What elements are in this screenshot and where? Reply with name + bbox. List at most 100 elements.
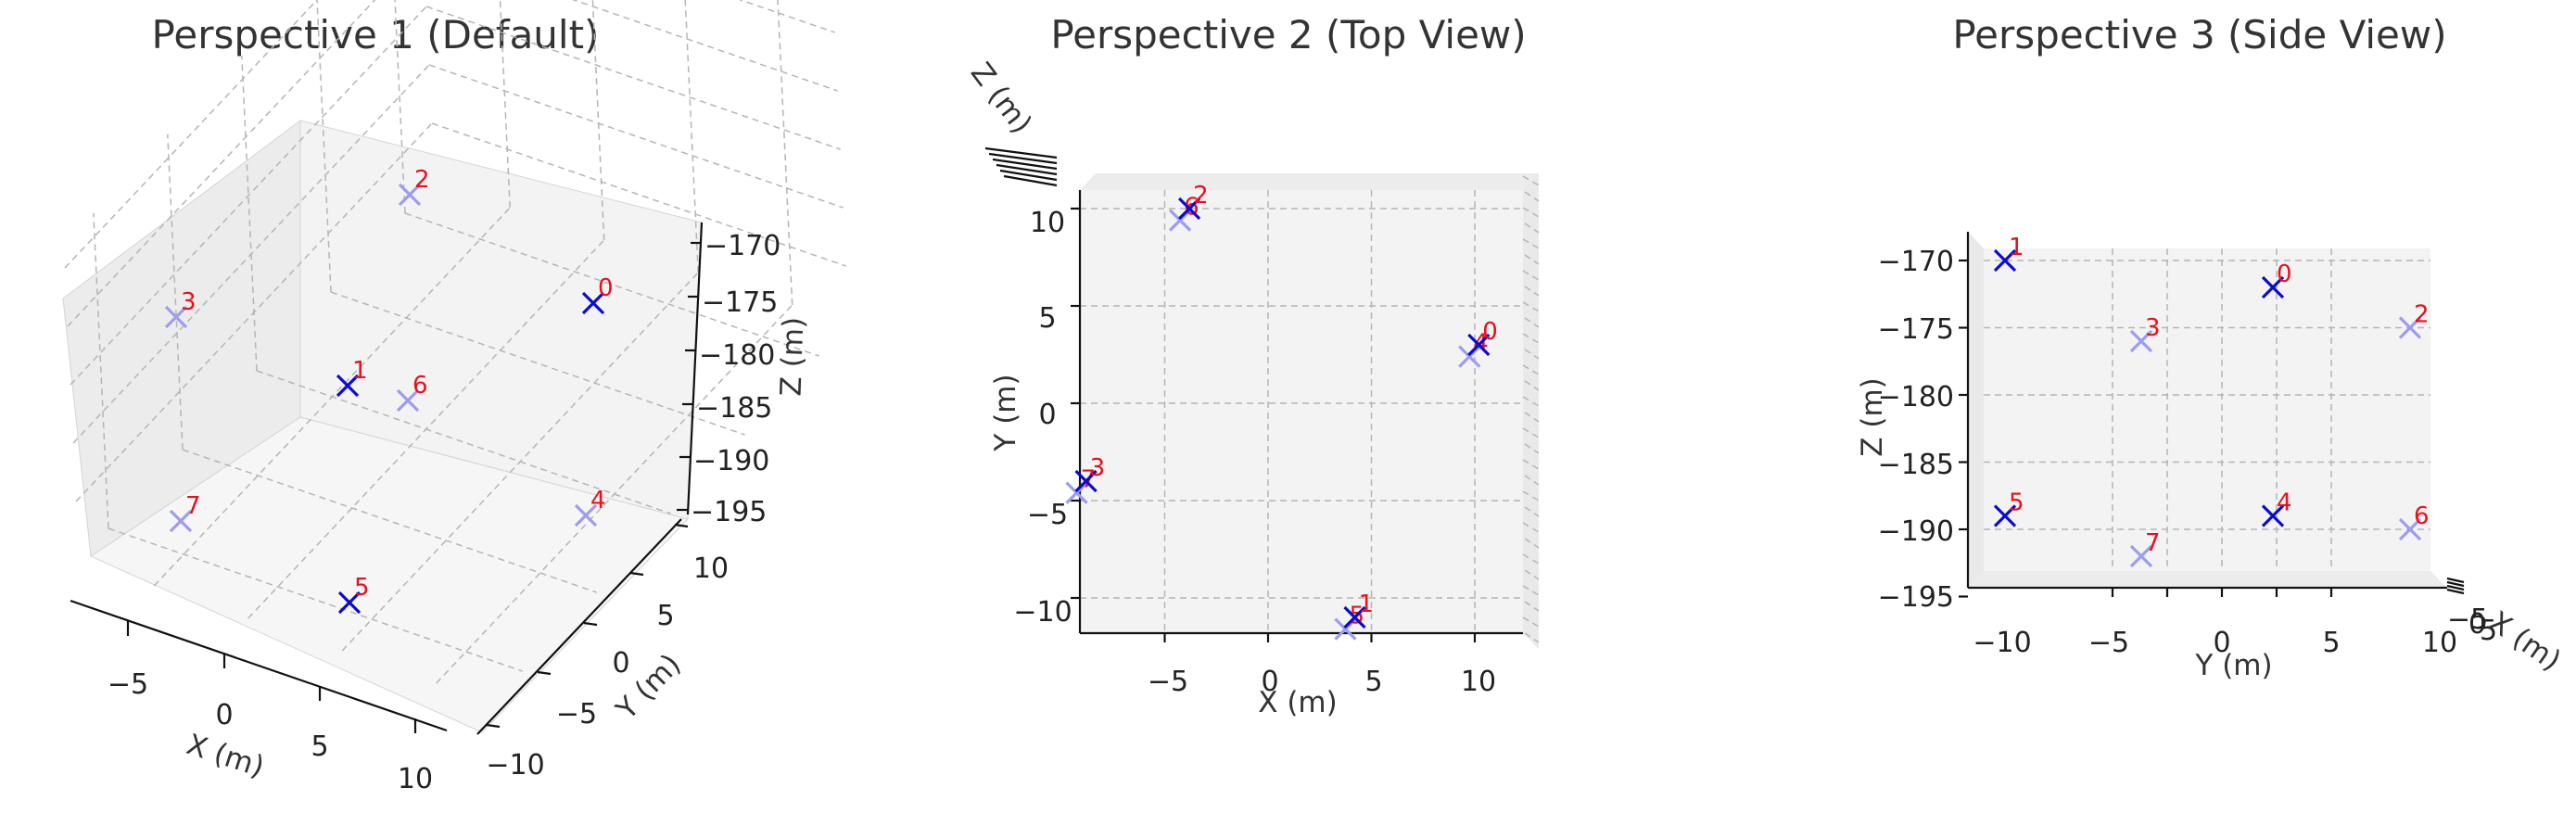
gridline	[436, 304, 793, 684]
data-point-marker	[1074, 469, 1098, 493]
data-point-marker	[1168, 209, 1192, 232]
data-point-marker	[581, 291, 605, 315]
panel3-depth-tick-label: −5	[2447, 603, 2488, 636]
tick-mark	[537, 670, 552, 676]
z-edge-grid	[1524, 380, 1540, 391]
panel1-ytick-label: −10	[486, 749, 544, 781]
point-label: 7	[185, 492, 201, 520]
data-point-marker	[2129, 329, 2153, 353]
data-point-marker	[1458, 345, 1481, 368]
point-label: 7	[2145, 529, 2161, 557]
z-edge-tick	[988, 152, 1058, 165]
depth-tick	[2446, 588, 2465, 595]
panel3-xtick-label: −10	[1973, 627, 2031, 659]
panel2-tick-marks	[1071, 207, 1477, 642]
panel-default-view: Perspective 1 (Default) −5 0 5 10 −10 −5…	[62, 0, 846, 795]
panel1-ztick-label: −175	[702, 286, 778, 319]
point-label: 4	[590, 487, 606, 514]
panel3-title: Perspective 3 (Side View)	[1952, 12, 2446, 57]
panel1-z-axis-label: Z (m)	[775, 316, 811, 397]
panel2-y-axis-label: Y (m)	[989, 374, 1022, 451]
point-label: 2	[1193, 182, 1209, 210]
panel1-x-axis-line	[70, 599, 448, 732]
z-edge-grid	[1522, 427, 1540, 438]
data-point-marker	[2261, 504, 2285, 527]
panel2-z-axis-edge-ticks	[984, 146, 1540, 643]
z-edge-grid	[1524, 538, 1540, 549]
data-point-marker	[1334, 617, 1357, 641]
data-point-marker	[336, 374, 360, 398]
panel3-ytick-label: −195	[1878, 581, 1954, 614]
panel3-tick-marks	[1959, 259, 2465, 598]
gridline	[394, 0, 406, 214]
z-edge-grid	[1524, 222, 1540, 234]
panel1-xtick-label: 10	[398, 763, 433, 795]
panel2-xtick-label: 0	[1261, 666, 1278, 698]
z-edge-grid	[1522, 585, 1540, 596]
data-point-marker	[1467, 333, 1491, 357]
panel1-ztick-label: −170	[704, 230, 780, 262]
point-label: 1	[352, 357, 368, 385]
panel1-floor-pane	[89, 416, 689, 733]
point-label: 0	[1482, 318, 1498, 346]
data-point-marker	[164, 305, 188, 329]
data-point-marker	[574, 503, 598, 527]
z-edge-grid	[1524, 601, 1540, 612]
z-edge-tick	[984, 146, 1058, 159]
gridline	[428, 64, 844, 209]
panel1-tick-marks	[126, 241, 702, 733]
panel1-title: Perspective 1 (Default)	[152, 12, 600, 57]
gridline	[777, 0, 793, 306]
z-edge-grid	[1522, 522, 1540, 533]
point-label: 5	[2009, 489, 2024, 517]
panel2-z-axis-label: Z (m)	[964, 57, 1038, 140]
point-label: 0	[2277, 260, 2292, 288]
panel2-ytick-label: 5	[1038, 302, 1056, 335]
z-edge-tick	[992, 158, 1058, 171]
tick-mark	[486, 723, 501, 729]
panel2-xtick-label: −5	[1148, 666, 1188, 698]
gridline	[241, 55, 258, 372]
z-edge-grid	[1524, 506, 1540, 517]
z-edge-grid	[1522, 175, 1540, 186]
gridline	[167, 133, 184, 451]
panel3-gridlines	[1984, 248, 2430, 571]
panel2-plot-pane	[1080, 190, 1523, 633]
panel2-x-axis-label: X (m)	[1258, 686, 1337, 719]
gridline	[256, 370, 671, 514]
point-label: 3	[1090, 454, 1106, 482]
z-edge-grid	[1524, 569, 1540, 580]
panel2-title: Perspective 2 (Top View)	[1050, 12, 1526, 57]
panel3-xtick-label: 10	[2422, 627, 2457, 659]
gridline	[684, 0, 699, 273]
panel3-xtick-label: 0	[2213, 627, 2230, 659]
point-label: 0	[598, 274, 614, 302]
panel3-xtick-label: 5	[2322, 627, 2340, 659]
point-label: 2	[414, 166, 430, 194]
z-edge-tick	[999, 169, 1058, 182]
depth-tick	[2446, 580, 2465, 588]
point-label: 1	[2009, 234, 2024, 261]
panel-side-view: Perspective 3 (Side View) −10 −5 0 5 10 …	[1856, 12, 2567, 682]
panel3-left-wall	[1968, 232, 1984, 588]
z-edge-grid	[1522, 553, 1540, 565]
gridline	[108, 527, 523, 672]
panel1-xtick-label: −5	[108, 668, 148, 701]
point-label: 6	[412, 372, 428, 400]
gridline	[591, 0, 605, 241]
gridline	[182, 449, 597, 593]
panel2-xtick-label: 5	[1364, 666, 1382, 698]
z-edge-grid	[1524, 475, 1540, 486]
panel2-ytick-label: 0	[1038, 399, 1056, 431]
z-edge-grid	[1522, 364, 1540, 375]
gridline	[404, 212, 819, 357]
panel1-data-points: 0 1 2 3 4 5 6 7	[164, 166, 614, 615]
z-edge-grid	[1524, 349, 1540, 360]
z-edge-grid	[1524, 632, 1540, 643]
z-edge-grid	[1524, 254, 1540, 265]
z-edge-grid	[1522, 270, 1540, 281]
data-point-marker	[169, 509, 193, 533]
tick-mark	[629, 571, 644, 577]
z-edge-tick	[996, 163, 1058, 176]
